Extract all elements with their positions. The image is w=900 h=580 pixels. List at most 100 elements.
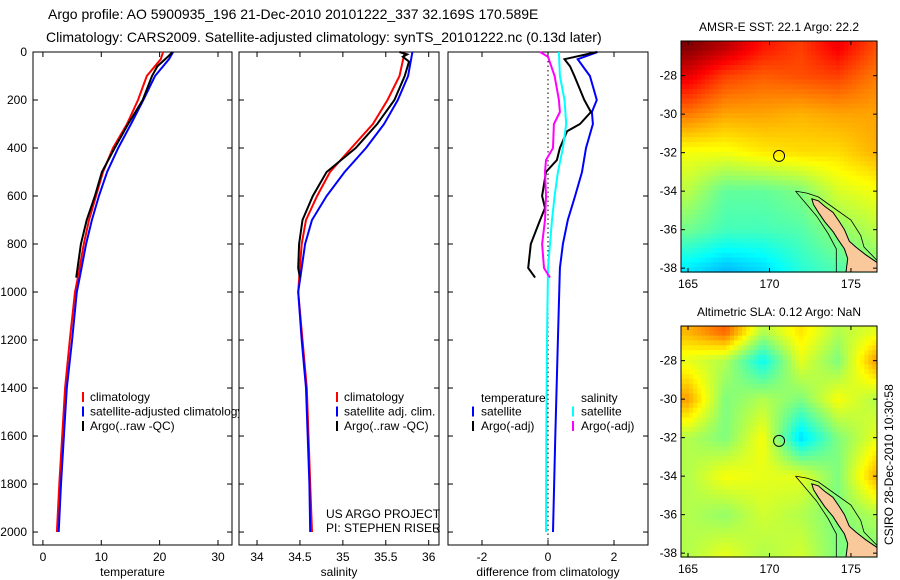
- map-cell: [815, 60, 821, 66]
- map-cell: [803, 156, 808, 162]
- map-cell: [705, 122, 711, 129]
- map-cell: [697, 537, 702, 544]
- map-cell: [852, 204, 857, 210]
- map-cell: [758, 247, 764, 254]
- map-cell: [758, 513, 764, 520]
- map-cell: [778, 465, 784, 471]
- map-cell: [705, 214, 711, 220]
- map-cell: [729, 451, 735, 457]
- map-cell: [721, 508, 727, 515]
- map-cell: [843, 257, 849, 263]
- map-cell: [750, 427, 755, 433]
- map-cell: [799, 542, 804, 548]
- map-cell: [799, 504, 804, 510]
- map-cell: [827, 175, 833, 182]
- map-cell: [831, 374, 837, 380]
- map-cell: [689, 417, 694, 423]
- map-cell: [750, 364, 755, 370]
- map-cell: [705, 180, 711, 186]
- map-cell: [848, 175, 853, 182]
- map-cell: [693, 393, 698, 399]
- map-cell: [725, 223, 731, 230]
- map-cell: [734, 518, 739, 524]
- series-line-temperature-satellite: [552, 51, 598, 533]
- map-cell: [852, 209, 857, 215]
- map-cell: [782, 84, 788, 90]
- map-cell: [713, 422, 719, 428]
- map-cell: [689, 412, 694, 418]
- map-cell: [758, 431, 764, 438]
- map-cell: [734, 552, 739, 558]
- map-cell: [717, 542, 723, 548]
- map-cell: [839, 542, 845, 548]
- map-cell: [872, 89, 878, 95]
- map-cell: [762, 175, 768, 182]
- map-cell: [762, 499, 768, 505]
- map-cell: [807, 499, 812, 505]
- map-cell: [774, 142, 780, 148]
- map-cell: [738, 504, 743, 510]
- map-cell: [754, 262, 759, 268]
- map-cell: [856, 223, 861, 230]
- map-cell: [778, 257, 784, 263]
- map-cell: [827, 252, 833, 259]
- map-cell: [843, 204, 849, 210]
- map-cell: [774, 60, 780, 66]
- map-cell: [856, 528, 861, 534]
- map-cell: [852, 407, 857, 414]
- map-cell: [843, 398, 849, 404]
- map-cell: [758, 257, 764, 263]
- map-cell: [872, 175, 878, 182]
- map-cell: [827, 374, 833, 380]
- map-cell: [827, 369, 833, 375]
- map-cell: [701, 383, 707, 390]
- map-cell: [799, 262, 804, 268]
- map-cell: [864, 74, 869, 81]
- map-cell: [799, 142, 804, 148]
- map-cell: [852, 98, 857, 105]
- map-cell: [750, 475, 755, 481]
- map-cell: [721, 151, 727, 158]
- map-cell: [807, 407, 812, 414]
- map-cell: [835, 451, 841, 457]
- map-cell: [725, 340, 731, 346]
- map-cell: [734, 446, 739, 452]
- map-cell: [725, 484, 731, 491]
- map-cell: [868, 195, 874, 201]
- map-cell: [827, 74, 833, 81]
- map-cell: [803, 431, 808, 438]
- map-cell: [864, 436, 869, 443]
- map-cell: [868, 350, 874, 356]
- map-cell: [786, 199, 792, 206]
- map-cell: [791, 161, 796, 167]
- map-cell: [815, 412, 821, 418]
- map-cell: [860, 345, 865, 351]
- map-cell: [717, 166, 723, 172]
- map-cell: [754, 393, 759, 399]
- map-cell: [746, 204, 751, 210]
- map-cell: [701, 542, 707, 548]
- map-cell: [762, 542, 768, 548]
- map-cell: [709, 190, 715, 196]
- map-cell: [758, 455, 764, 462]
- map-cell: [746, 223, 751, 230]
- map-cell: [811, 204, 816, 210]
- map-cell: [746, 330, 751, 337]
- map-cell: [856, 103, 861, 109]
- map-cell: [839, 335, 845, 341]
- map-cell: [795, 137, 800, 143]
- map-cell: [709, 199, 715, 206]
- map-cell: [819, 55, 825, 61]
- map-cell: [827, 262, 833, 268]
- map-cell: [762, 74, 768, 81]
- map-cell: [746, 455, 751, 462]
- map-cell: [843, 151, 849, 158]
- map-cell: [807, 451, 812, 457]
- map-cell: [701, 219, 707, 225]
- map-cell: [770, 247, 776, 254]
- map-cell: [791, 532, 796, 539]
- map-cell: [766, 190, 772, 196]
- map-cell: [791, 247, 796, 254]
- map-cell: [701, 137, 707, 143]
- map-cell: [754, 180, 759, 186]
